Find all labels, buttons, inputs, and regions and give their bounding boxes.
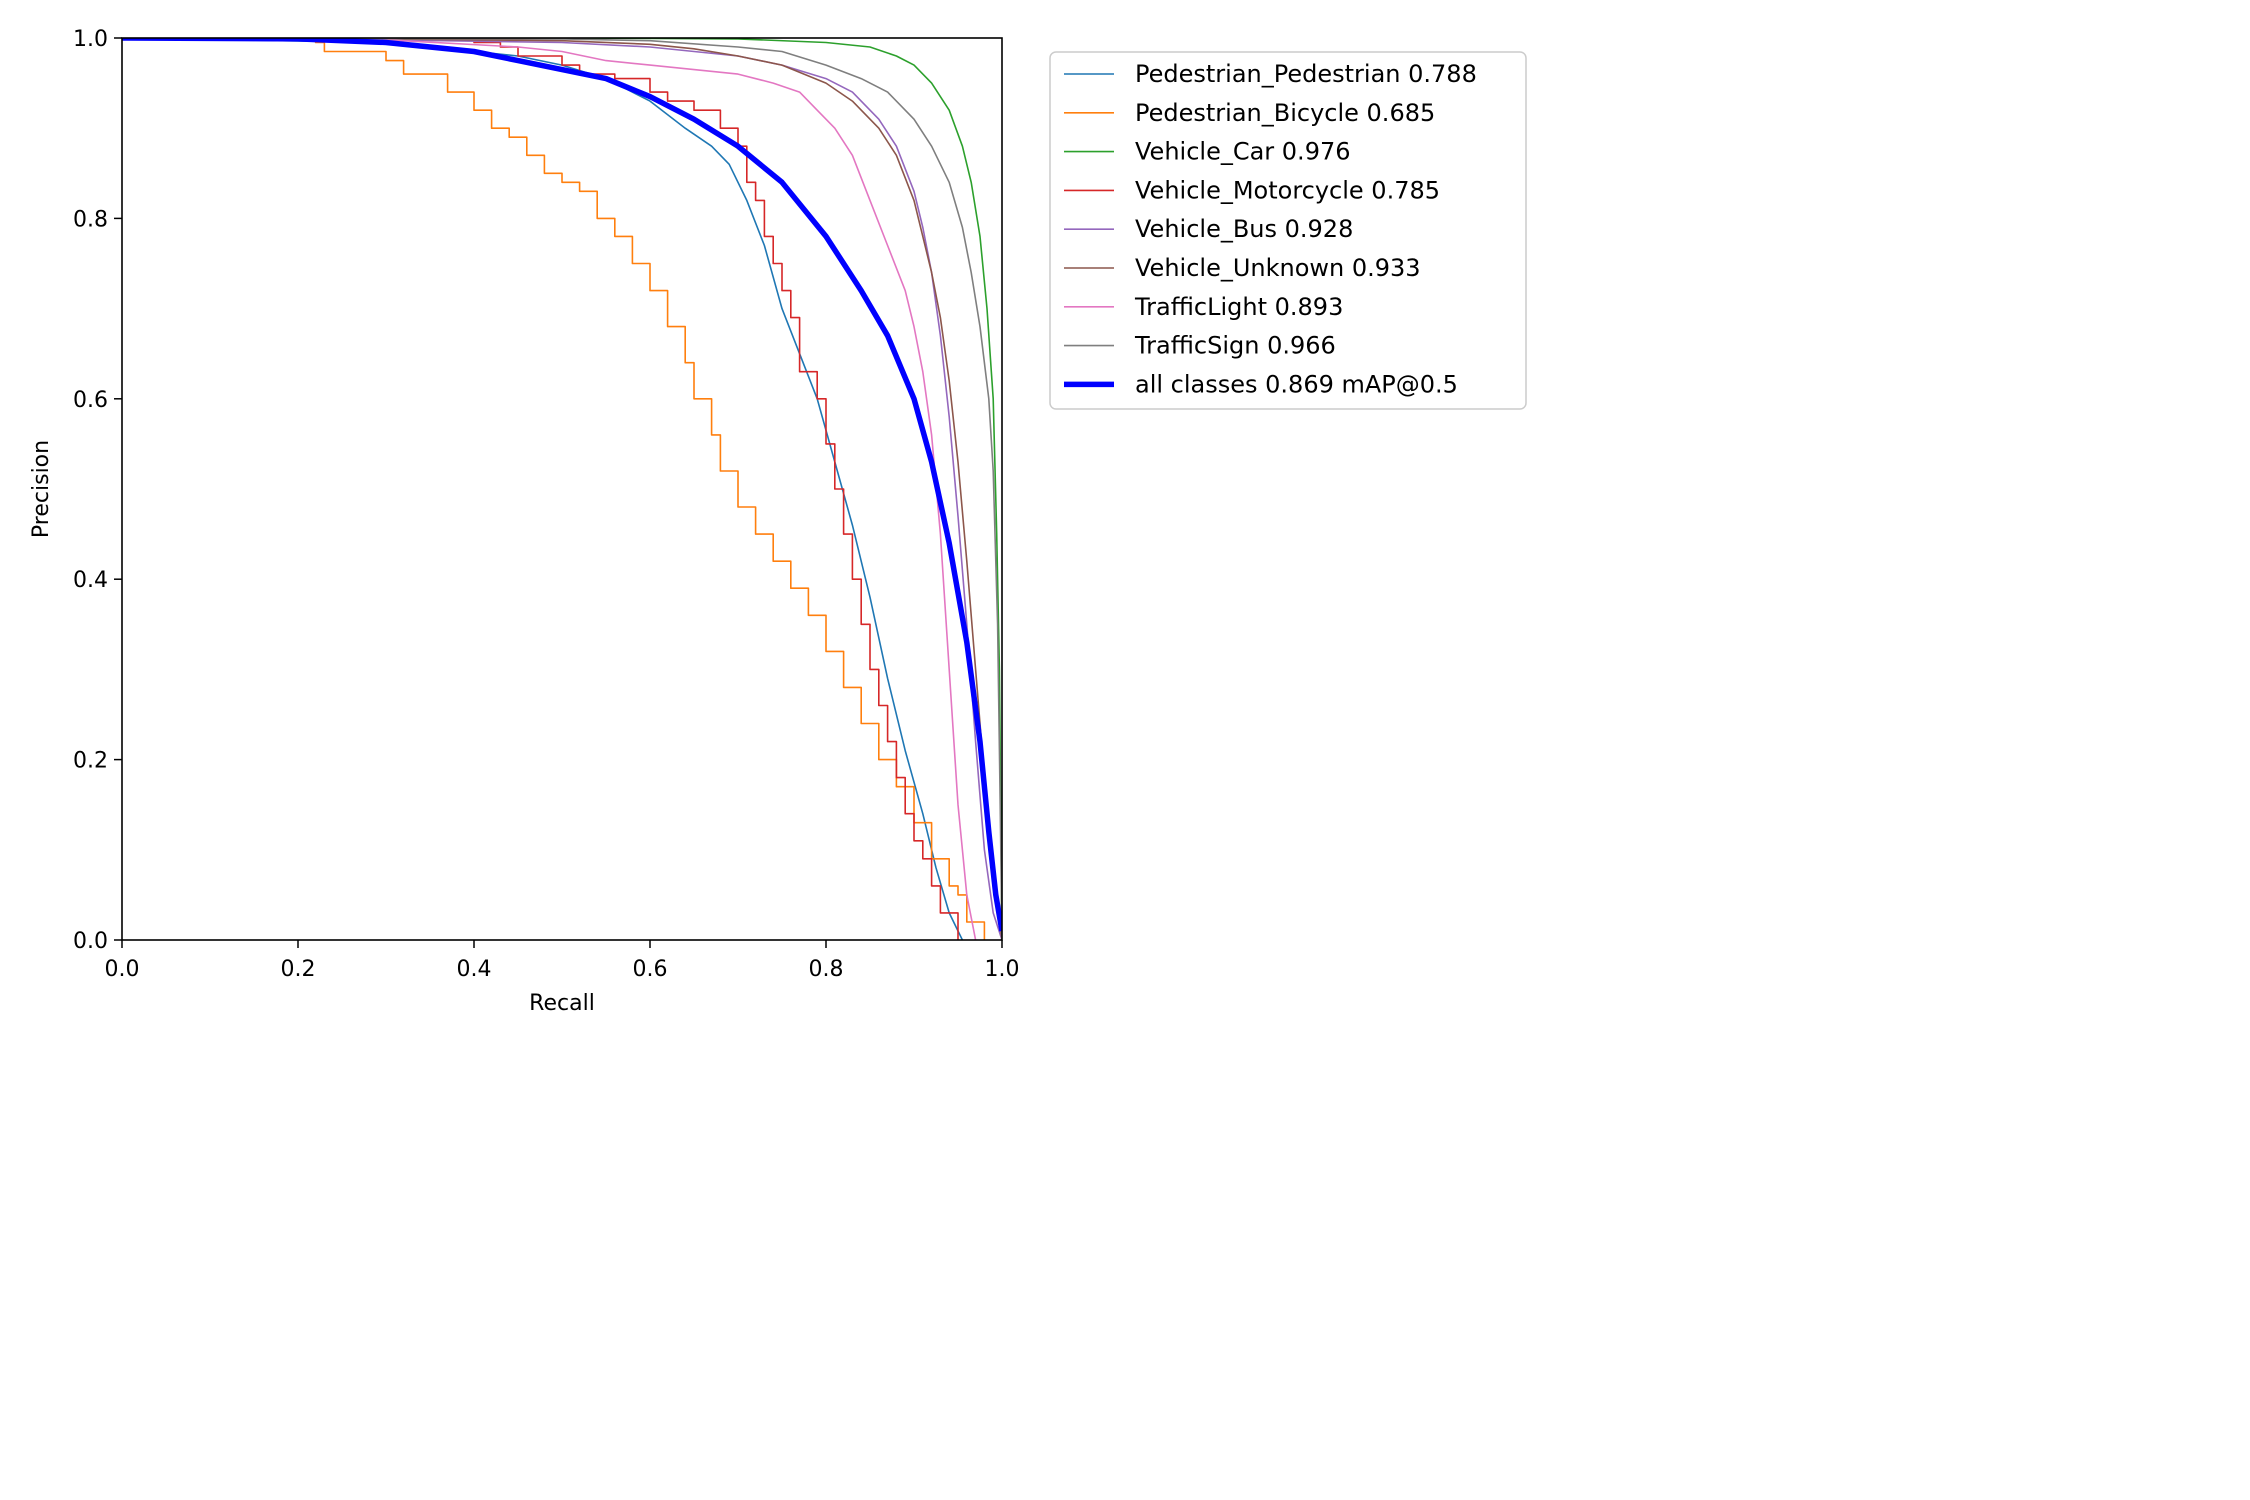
legend-label-vehicle-unknown: Vehicle_Unknown 0.933 xyxy=(1135,254,1421,282)
x-axis-label: Recall xyxy=(529,991,595,1016)
y-axis-label: Precision xyxy=(29,440,54,538)
y-tick-label: 0.4 xyxy=(73,568,108,593)
y-tick-label: 0.0 xyxy=(73,929,108,954)
plot-frame xyxy=(121,37,1003,941)
x-tick-label: 1.0 xyxy=(985,957,1020,982)
y-axis-ticks: 0.0 0.2 0.4 0.6 0.8 1.0 xyxy=(73,27,122,954)
series-line-all xyxy=(122,38,1002,932)
series-line-trafficsign xyxy=(122,38,1002,940)
legend-box xyxy=(1049,51,1527,410)
legend-label-pedestrian-pedestrian: Pedestrian_Pedestrian 0.788 xyxy=(1135,60,1477,88)
series-line-vehicle-car xyxy=(122,38,1002,940)
y-tick-label: 1.0 xyxy=(73,27,108,52)
legend-label-vehicle-motorcycle: Vehicle_Motorcycle 0.785 xyxy=(1135,176,1440,204)
y-tick-label: 0.2 xyxy=(73,749,108,774)
series-line-vehicle-motorcycle xyxy=(122,38,959,940)
legend: Pedestrian_Pedestrian 0.788 Pedestrian_Bi… xyxy=(1049,51,1527,410)
x-tick-label: 0.2 xyxy=(281,957,316,982)
legend-label-vehicle-car: Vehicle_Car 0.976 xyxy=(1135,138,1351,166)
x-tick-label: 0.6 xyxy=(633,957,668,982)
legend-label-pedestrian-bicycle: Pedestrian_Bicycle 0.685 xyxy=(1135,99,1435,127)
x-axis-ticks: 0.0 0.2 0.4 0.6 0.8 1.0 xyxy=(105,940,1020,982)
series-layer xyxy=(122,38,1002,940)
x-tick-label: 0.8 xyxy=(809,957,844,982)
legend-label-all: all classes 0.869 mAP@0.5 xyxy=(1135,370,1458,398)
legend-label-trafficlight: TrafficLight 0.893 xyxy=(1134,293,1343,321)
y-tick-label: 0.6 xyxy=(73,388,108,413)
y-tick-label: 0.8 xyxy=(73,207,108,232)
x-tick-label: 0.4 xyxy=(457,957,492,982)
pr-curve-figure: 0.0 0.2 0.4 0.6 0.8 1.0 0.0 0.2 0.4 0.6 0.8 1.0 Re… xyxy=(0,0,1560,1040)
legend-label-trafficsign: TrafficSign 0.966 xyxy=(1134,332,1336,360)
legend-label-vehicle-bus: Vehicle_Bus 0.928 xyxy=(1135,215,1353,243)
x-tick-label: 0.0 xyxy=(105,957,140,982)
series-line-vehicle-unknown xyxy=(122,38,1002,940)
series-line-trafficlight xyxy=(122,38,977,940)
